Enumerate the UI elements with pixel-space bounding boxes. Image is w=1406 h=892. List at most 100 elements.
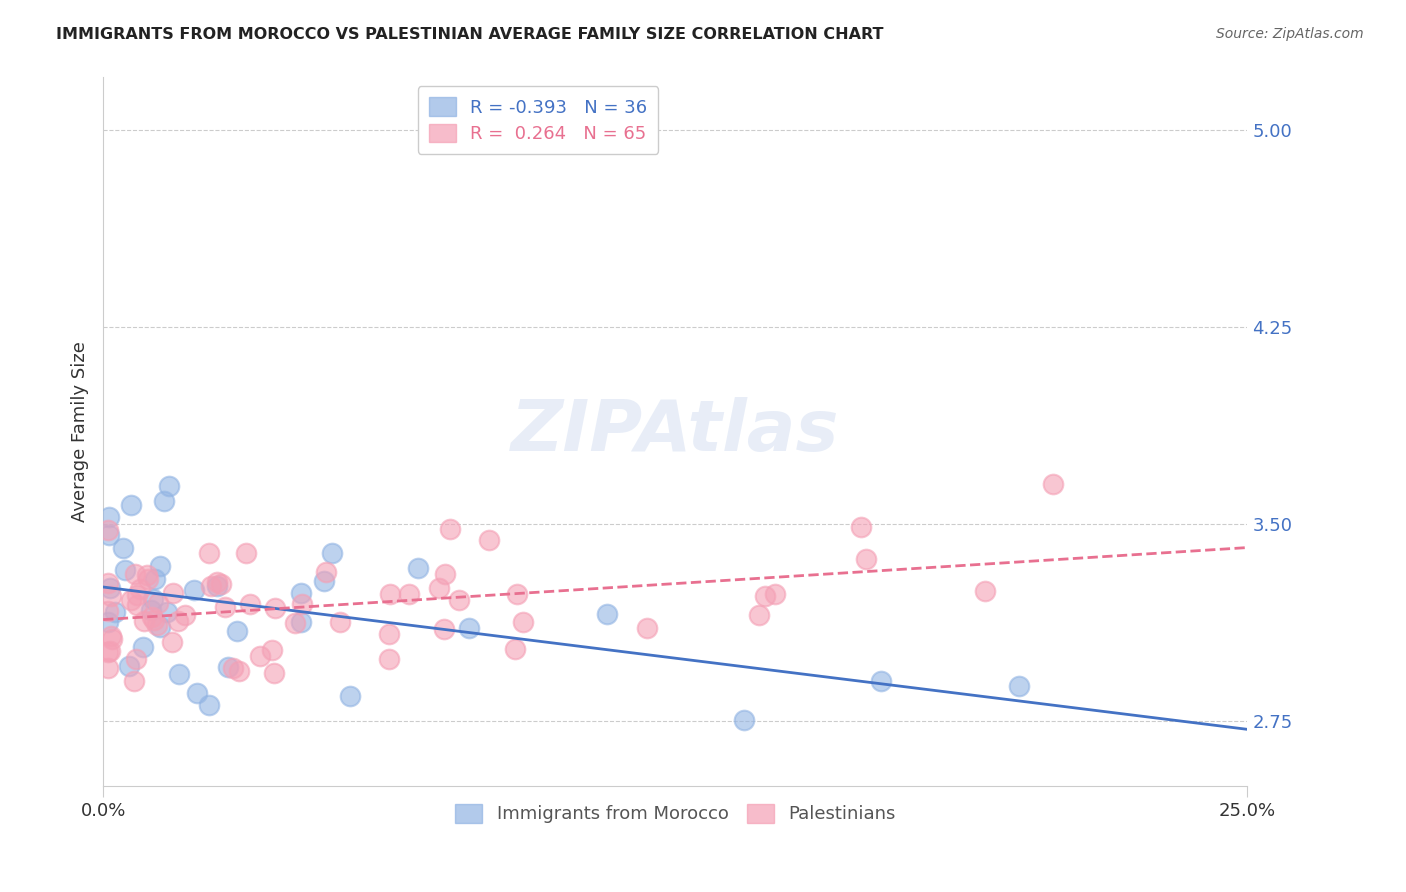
Point [125,588,148,602]
Y-axis label: Average Family Size: Average Family Size [72,342,89,523]
Point [146,596,169,610]
Text: ZIPAtlas: ZIPAtlas [510,398,839,467]
Point [97,645,120,659]
Point [141,610,163,624]
Point [339,690,361,704]
Point [733,713,755,727]
Point [149,559,172,574]
Point [1042,476,1064,491]
Point [136,567,159,582]
Point [595,607,617,621]
Point [207,579,229,593]
Point [249,649,271,664]
Point [118,659,141,673]
Point [449,593,471,607]
Point [153,494,176,508]
Point [290,615,312,629]
Point [104,605,127,619]
Point [142,592,165,607]
Point [226,624,249,638]
Point [506,587,529,601]
Point [120,593,142,607]
Point [205,574,228,589]
Point [173,608,195,623]
Text: Source: ZipAtlas.com: Source: ZipAtlas.com [1216,27,1364,41]
Point [458,621,481,635]
Point [433,567,456,582]
Point [262,643,284,657]
Point [136,572,159,586]
Point [97,604,120,618]
Point [98,582,121,596]
Point [122,673,145,688]
Point [186,686,208,700]
Point [145,618,167,632]
Point [200,578,222,592]
Point [97,523,120,537]
Point [214,600,236,615]
Point [97,615,120,629]
Point [217,660,239,674]
Point [131,640,153,654]
Point [97,661,120,675]
Point [315,565,337,579]
Point [142,613,165,627]
Point [239,597,262,611]
Point [149,619,172,633]
Point [290,586,312,600]
Point [748,607,770,622]
Point [636,622,658,636]
Point [100,589,122,603]
Point [754,589,776,603]
Point [264,600,287,615]
Point [228,665,250,679]
Point [198,546,221,560]
Point [162,586,184,600]
Point [100,629,122,643]
Point [129,582,152,596]
Point [162,635,184,649]
Point [156,605,179,619]
Point [378,652,401,666]
Point [329,615,352,630]
Legend: Immigrants from Morocco, Palestinians: Immigrants from Morocco, Palestinians [444,793,907,834]
Point [209,576,232,591]
Point [406,561,429,575]
Point [132,614,155,628]
Point [143,572,166,586]
Point [439,522,461,536]
Point [291,597,314,611]
Point [101,632,124,646]
Point [111,541,134,555]
Point [167,614,190,628]
Point [198,698,221,712]
Point [97,510,120,524]
Text: IMMIGRANTS FROM MOROCCO VS PALESTINIAN AVERAGE FAMILY SIZE CORRELATION CHART: IMMIGRANTS FROM MOROCCO VS PALESTINIAN A… [56,27,884,42]
Point [183,583,205,598]
Point [97,576,120,591]
Point [98,644,121,658]
Point [124,652,146,666]
Point [139,602,162,616]
Point [377,627,399,641]
Point [312,574,335,589]
Point [284,615,307,630]
Point [222,661,245,675]
Point [263,666,285,681]
Point [157,479,180,493]
Point [974,584,997,599]
Point [1007,679,1029,693]
Point [427,581,450,595]
Point [851,520,873,534]
Point [398,586,420,600]
Point [98,528,121,542]
Point [125,598,148,612]
Point [478,533,501,547]
Point [763,587,786,601]
Point [235,546,257,560]
Point [378,586,401,600]
Point [503,641,526,656]
Point [124,567,146,582]
Point [167,667,190,681]
Point [855,551,877,566]
